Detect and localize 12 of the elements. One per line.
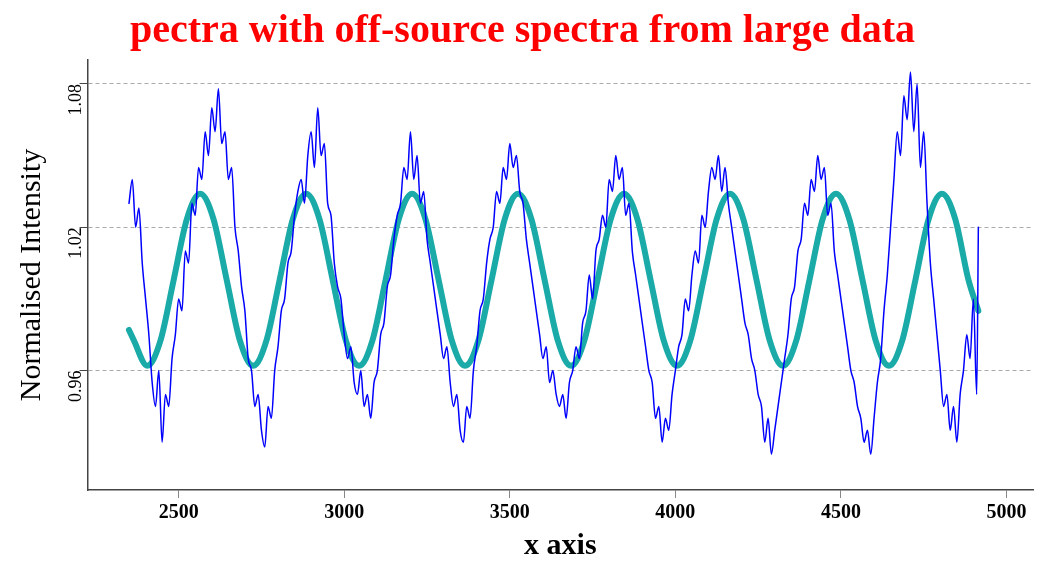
x-tick-label: 3500 [489, 500, 530, 523]
x-tick-label: 3000 [324, 500, 365, 523]
x-tick-label: 5000 [986, 500, 1027, 523]
y-tick-label: 1.02 [65, 227, 86, 259]
x-axis-title: x axis [524, 526, 597, 560]
chart-title: pectra with off-source spectra from large data [130, 6, 915, 52]
y-tick-label: 0.96 [65, 370, 86, 403]
x-tick-label: 4500 [820, 500, 861, 523]
y-tick-label: 1.08 [65, 83, 86, 116]
x-tick-label: 4000 [655, 500, 696, 523]
y-axis-title: Normalised Intensity [12, 148, 46, 402]
x-tick-label: 2500 [158, 500, 199, 523]
